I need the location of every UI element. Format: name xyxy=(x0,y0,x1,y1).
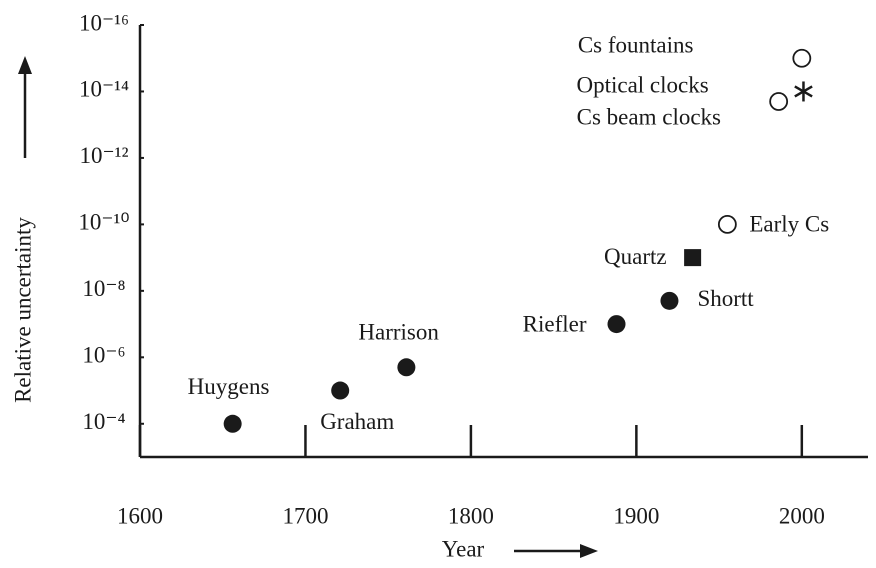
point xyxy=(607,315,626,334)
point xyxy=(223,414,242,433)
x-tick-label: 2000 xyxy=(779,503,825,528)
y-tick-label: 10⁻⁶ xyxy=(82,343,125,368)
x-axis-label: Year xyxy=(442,536,485,561)
point-label: Optical clocks xyxy=(576,73,708,98)
point xyxy=(331,381,350,400)
y-tick-label: 10⁻¹⁶ xyxy=(79,10,129,35)
point xyxy=(660,291,679,310)
point-label: Cs fountains xyxy=(578,33,694,58)
y-tick-label: 10⁻¹⁴ xyxy=(79,77,129,102)
y-tick-label: 10⁻⁴ xyxy=(82,409,125,434)
x-tick-label: 1900 xyxy=(613,503,659,528)
point xyxy=(794,81,813,102)
point xyxy=(769,92,789,111)
y-arrow xyxy=(18,56,32,158)
y-tick-label: 10⁻⁸ xyxy=(82,276,125,301)
point-label: Cs beam clocks xyxy=(577,105,721,130)
point xyxy=(792,48,812,68)
x-arrow xyxy=(514,544,598,558)
point-label: Quartz xyxy=(604,244,667,269)
point-label: Riefler xyxy=(523,311,587,336)
point-label: Early Cs xyxy=(749,212,829,237)
point-label: Graham xyxy=(320,409,394,434)
x-tick-label: 1700 xyxy=(282,503,328,528)
point xyxy=(397,358,416,377)
point-label: Shortt xyxy=(697,286,754,311)
point xyxy=(684,249,702,267)
point xyxy=(717,214,737,234)
y-tick-label: 10⁻¹² xyxy=(80,143,129,168)
x-tick-label: 1800 xyxy=(448,503,494,528)
point-label: Huygens xyxy=(188,374,270,399)
y-axis-label: Relative uncertainty xyxy=(10,217,35,403)
y-tick-label: 10⁻¹⁰ xyxy=(78,210,129,235)
x-tick-label: 1600 xyxy=(117,503,163,528)
point-label: Harrison xyxy=(358,320,439,345)
